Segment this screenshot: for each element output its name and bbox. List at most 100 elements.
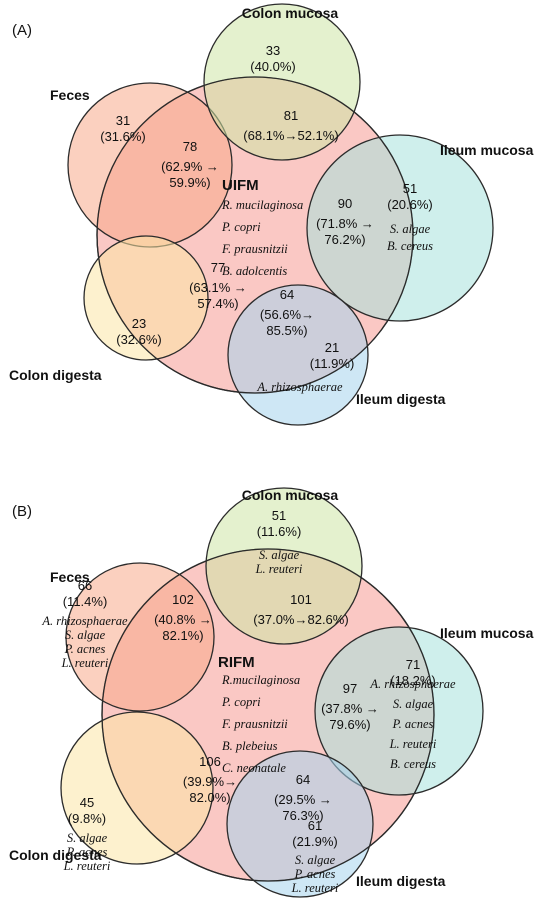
unique-count: 21	[325, 340, 339, 355]
set-name: Colon digesta	[9, 847, 102, 863]
venn-panel-b: (B) Feces Colon mucosa Ileum mucosa Ileum di…	[9, 487, 534, 898]
core-label: UIFM	[222, 177, 259, 194]
unique-species: B. cereus	[390, 757, 436, 771]
unique-count: 33	[266, 43, 280, 58]
unique-percent: (31.6%)	[100, 129, 146, 144]
core-circle-outline	[101, 548, 435, 882]
overlap-percent: (62.9% →	[161, 159, 219, 174]
set-circle-ileum-digesta	[227, 284, 369, 426]
unique-percent: (11.6%)	[257, 524, 302, 539]
unique-species: S. algae	[393, 697, 434, 711]
unique-count: 45	[80, 795, 94, 810]
panel-label: (A)	[12, 22, 32, 39]
core-species: C. neonatale	[222, 761, 286, 775]
unique-percent: (11.9%)	[310, 356, 355, 371]
core-label: RIFM	[218, 654, 255, 671]
overlap-percent: (37.0%→82.6%)	[253, 612, 348, 627]
set-name: Ileum digesta	[356, 391, 446, 407]
unique-percent: (20.6%)	[387, 197, 433, 212]
unique-species: S. algae	[295, 853, 336, 867]
unique-species: B. cereus	[387, 239, 433, 253]
overlap-count: 77	[211, 260, 225, 275]
core-species: F. prausnitzii	[221, 242, 288, 256]
unique-species: P. acnes	[294, 867, 336, 881]
overlap-percent: 82.1%)	[162, 628, 203, 643]
overlap-percent: 59.9%)	[169, 175, 210, 190]
overlap-count: 64	[280, 287, 294, 302]
unique-species: L. reuteri	[63, 859, 111, 873]
overlap-percent: (39.9%→	[183, 774, 237, 789]
overlap-percent: (29.5% →	[274, 792, 332, 807]
unique-species: S. algae	[259, 548, 300, 562]
set-name: Ileum digesta	[356, 873, 446, 889]
core-species: P. copri	[221, 220, 261, 234]
unique-count: 51	[272, 508, 286, 523]
overlap-percent: (56.6%→	[260, 307, 314, 322]
set-circle-feces	[65, 562, 215, 712]
set-name: Feces	[50, 569, 90, 585]
overlap-count: 106	[199, 754, 221, 769]
overlap-count: 78	[183, 139, 197, 154]
unique-count: 71	[406, 657, 420, 672]
unique-species: P. acnes	[66, 845, 108, 859]
set-circle-colon-digesta	[60, 711, 214, 865]
overlap-percent: (68.1%→52.1%)	[243, 128, 338, 143]
unique-percent: (11.4%)	[63, 594, 108, 609]
overlap-percent: (40.8% →	[154, 612, 212, 627]
set-name: Colon mucosa	[242, 487, 339, 503]
set-name: Colon mucosa	[242, 5, 339, 21]
unique-species: L. reuteri	[291, 881, 339, 895]
unique-count: 66	[78, 578, 92, 593]
unique-species: S. algae	[390, 222, 431, 236]
overlap-percent: 82.0%)	[189, 790, 230, 805]
overlap-percent: (71.8% →	[316, 216, 374, 231]
set-circle-ileum-mucosa	[314, 626, 484, 796]
set-name: Ileum mucosa	[440, 142, 534, 158]
core-species: F. prausnitzii	[221, 717, 288, 731]
unique-species: S. algae	[67, 831, 108, 845]
overlap-count: 102	[172, 592, 194, 607]
unique-species: A. rhizosphaerae	[369, 677, 456, 691]
core-species: P. copri	[221, 695, 261, 709]
core-circle-outline	[96, 76, 414, 394]
overlap-percent: 85.5%)	[266, 323, 307, 338]
set-circle-colon-mucosa	[203, 3, 361, 161]
core-species: B. plebeius	[222, 739, 278, 753]
overlap-count: 81	[284, 108, 298, 123]
unique-percent: (18.2%)	[390, 673, 436, 688]
overlap-percent: 76.3%)	[282, 808, 323, 823]
unique-species: A. rhizosphaerae	[256, 380, 343, 394]
set-name: Feces	[50, 87, 90, 103]
set-circle-colon-mucosa	[205, 487, 363, 645]
unique-species: L. reuteri	[389, 737, 437, 751]
overlap-percent: (63.1% →	[189, 280, 247, 295]
unique-count: 51	[403, 181, 417, 196]
core-species: R.mucilaginosa	[221, 673, 300, 687]
venn-panel-a: (A) Feces Colon mucosa Ileum mucosa Ileum di…	[9, 3, 534, 426]
set-circle-ileum-mucosa	[306, 134, 494, 322]
set-circle-ileum-digesta	[226, 750, 374, 898]
unique-species: L. reuteri	[255, 562, 303, 576]
set-circle-colon-digesta	[83, 235, 209, 361]
core-species: R. mucilaginosa	[221, 198, 303, 212]
unique-species: P. acnes	[392, 717, 434, 731]
unique-percent: (21.9%)	[292, 834, 338, 849]
overlap-percent: 79.6%)	[329, 717, 370, 732]
unique-species: S. algae	[65, 628, 106, 642]
core-species: B. adolcentis	[222, 264, 287, 278]
unique-species: A. rhizosphaerae	[41, 614, 128, 628]
overlap-count: 101	[290, 592, 312, 607]
unique-percent: (9.8%)	[68, 811, 106, 826]
set-name: Colon digesta	[9, 367, 102, 383]
unique-count: 61	[308, 818, 322, 833]
unique-count: 23	[132, 316, 146, 331]
overlap-percent: 57.4%)	[197, 296, 238, 311]
overlap-count: 64	[296, 772, 310, 787]
unique-percent: (32.6%)	[116, 332, 162, 347]
set-name: Ileum mucosa	[440, 625, 534, 641]
panel-label: (B)	[12, 503, 32, 520]
unique-percent: (40.0%)	[250, 59, 296, 74]
unique-species: P. acnes	[64, 642, 106, 656]
unique-species: L. reuteri	[61, 656, 109, 670]
